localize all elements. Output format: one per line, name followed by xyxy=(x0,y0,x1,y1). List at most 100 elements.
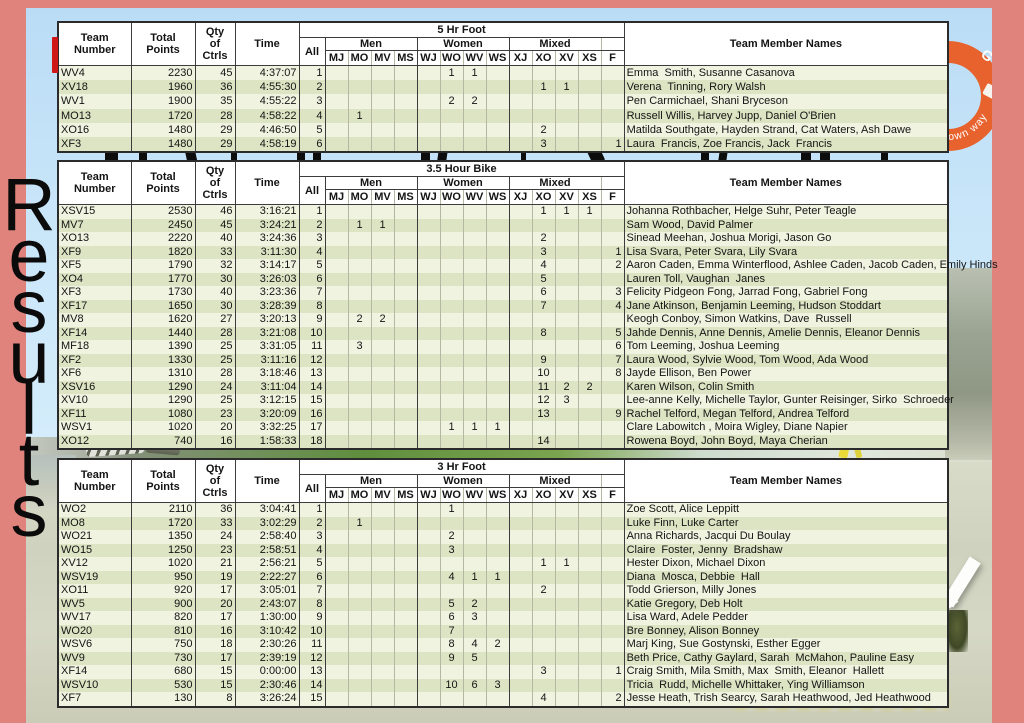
col-header-xo: XO xyxy=(531,487,555,503)
table-row: XF7 130 8 3:26:24 15 4 2 Jesse Heath, Trish Sea… xyxy=(58,692,949,707)
cell-category-place xyxy=(324,678,348,692)
cell-time: 2:58:40 xyxy=(234,530,299,544)
col-header-mv: MV xyxy=(370,487,394,503)
cell-family-place: 7 xyxy=(600,353,625,367)
cell-category-place: 14 xyxy=(531,434,555,449)
cell-family-place xyxy=(600,204,625,219)
background-text-fragment xyxy=(231,151,237,161)
table-row: XF11 1080 23 3:20:09 16 13 9 Rachel Telford, Me… xyxy=(58,407,949,421)
cell-category-place xyxy=(485,584,509,598)
cell-category-place xyxy=(577,80,601,95)
col-header-team: Team Number xyxy=(58,22,131,66)
table-row: MF18 1390 25 3:31:05 11 3 6 Tom Leeming, Joshua… xyxy=(58,340,949,354)
cell-category-place xyxy=(554,137,578,153)
col-header-wv: WV xyxy=(462,189,486,205)
cell-time: 3:11:04 xyxy=(234,380,299,394)
cell-category-place xyxy=(439,380,463,394)
table-row: WV17 820 17 1:30:00 9 6 3 Lisa Ward, Adele Pedd… xyxy=(58,611,949,625)
cell-family-place xyxy=(600,678,625,692)
results-letter: t xyxy=(18,418,40,501)
cell-category-place xyxy=(485,380,509,394)
cell-family-place: 1 xyxy=(600,665,625,679)
col-header-mo: MO xyxy=(347,189,371,205)
cell-category-place xyxy=(577,245,601,259)
cell-category-place xyxy=(439,326,463,340)
cell-qty-ctrls: 24 xyxy=(194,380,235,394)
cell-category-place xyxy=(416,407,440,421)
cell-category-place xyxy=(554,434,578,449)
cell-family-place xyxy=(600,80,625,95)
background-text-fragment xyxy=(521,152,526,160)
cell-category-place xyxy=(393,611,417,625)
cell-category-place xyxy=(554,367,578,381)
cell-category-place xyxy=(508,232,532,246)
table-row: XO16 1480 29 4:46:50 5 2 Matilda Southgate, Ha… xyxy=(58,122,949,138)
cell-team-members: Zoe Scott, Alice Leppitt xyxy=(623,502,949,517)
cell-category-place xyxy=(416,584,440,598)
cell-category-place xyxy=(324,407,348,421)
cell-category-place xyxy=(324,434,348,449)
cell-category-place xyxy=(416,530,440,544)
cell-category-place: 12 xyxy=(531,394,555,408)
cell-qty-ctrls: 25 xyxy=(194,394,235,408)
cell-all-place: 13 xyxy=(298,367,325,381)
cell-qty-ctrls: 32 xyxy=(194,259,235,273)
cell-all-place: 10 xyxy=(298,326,325,340)
cell-category-place xyxy=(324,502,348,517)
cell-category-place xyxy=(554,678,578,692)
cell-category-place xyxy=(416,94,440,109)
cell-team-number: WV1 xyxy=(61,95,85,108)
cell-category-place xyxy=(370,272,394,286)
cell-category-place xyxy=(485,65,509,81)
table-row: XO11 920 17 3:05:01 7 2 Todd Grierson, Milly J… xyxy=(58,584,949,598)
cell-qty-ctrls: 16 xyxy=(194,434,235,449)
col-header-wv: WV xyxy=(462,50,486,66)
cell-all-place: 3 xyxy=(298,232,325,246)
col-header-mj: MJ xyxy=(324,487,348,503)
cell-category-place xyxy=(577,611,601,625)
cell-category-place xyxy=(554,584,578,598)
cell-category-place xyxy=(416,259,440,273)
cell-category-place xyxy=(554,272,578,286)
cell-category-place xyxy=(462,232,486,246)
cell-time: 4:58:22 xyxy=(234,108,299,123)
cell-category-place xyxy=(347,286,371,300)
cell-total-points: 680 xyxy=(130,665,195,679)
cell-category-place xyxy=(462,353,486,367)
cell-category-place xyxy=(508,394,532,408)
cell-qty-ctrls: 25 xyxy=(194,340,235,354)
cell-category-place xyxy=(577,353,601,367)
cell-category-place xyxy=(347,692,371,707)
cell-category-place xyxy=(324,340,348,354)
cell-qty-ctrls: 17 xyxy=(194,611,235,625)
cell-category-place: 10 xyxy=(531,367,555,381)
cell-qty-ctrls: 36 xyxy=(194,80,235,95)
cell-total-points: 2230 xyxy=(130,65,195,81)
table-row: WV4 2230 45 4:37:07 1 1 1 Emma Smith, Susanne C… xyxy=(58,65,949,81)
cell-qty-ctrls: 20 xyxy=(194,421,235,435)
cell-team-number: XO13 xyxy=(61,232,90,244)
col-header-wo: WO xyxy=(439,487,463,503)
cell-category-place xyxy=(370,692,394,707)
cell-all-place: 8 xyxy=(298,299,325,313)
cell-category-place xyxy=(485,394,509,408)
cell-category-place xyxy=(531,516,555,530)
cell-category-place xyxy=(347,557,371,571)
cell-qty-ctrls: 19 xyxy=(194,570,235,584)
cell-time: 2:30:26 xyxy=(234,638,299,652)
cell-category-place xyxy=(554,651,578,665)
cell-all-place: 6 xyxy=(298,570,325,584)
cell-category-place xyxy=(462,313,486,327)
cell-category-place: 4 xyxy=(531,259,555,273)
table-row: WV1 1900 35 4:55:22 3 2 2 Pen Carmichael, Shani… xyxy=(58,94,949,109)
cell-category-place xyxy=(370,570,394,584)
cell-team-members: Jayde Ellison, Ben Power xyxy=(623,367,949,381)
cell-team-members: Jane Atkinson, Benjamin Leeming, Hudson … xyxy=(623,299,949,313)
col-header-time: Time xyxy=(234,459,299,503)
results-letter: e xyxy=(8,214,50,297)
cell-total-points: 1480 xyxy=(130,122,195,138)
cell-category-place xyxy=(577,313,601,327)
col-header-f: F xyxy=(600,50,625,66)
cell-category-place xyxy=(370,557,394,571)
cell-all-place: 12 xyxy=(298,651,325,665)
